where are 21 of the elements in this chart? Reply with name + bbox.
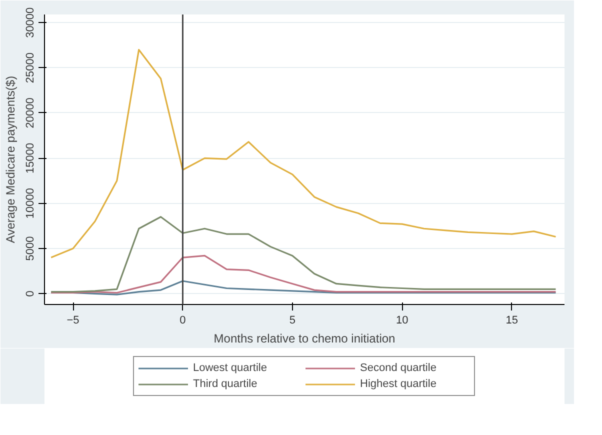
- y-tick-label: 10000: [24, 188, 36, 219]
- legend-label: Third quartile: [193, 377, 258, 391]
- y-tick-label: 0: [24, 290, 36, 297]
- legend-label: Highest quartile: [360, 377, 438, 391]
- x-tick-label: 0: [180, 314, 186, 326]
- x-tick-label: 5: [289, 314, 296, 326]
- y-tick-label: 5000: [24, 236, 36, 261]
- line-series: [50, 216, 557, 293]
- y-tick-label: 25000: [24, 52, 36, 84]
- y-tick-label: 20000: [24, 98, 36, 128]
- y-tick-label: 30000: [24, 7, 36, 38]
- legend-label: Lowest quartile: [193, 361, 268, 375]
- y-tick-label: 15000: [24, 142, 36, 174]
- legend-label: Second quartile: [360, 361, 438, 375]
- line-series: [50, 48, 557, 258]
- y-axis-title: Average Medicare payments($): [4, 76, 18, 244]
- x-tick-label: 10: [396, 314, 408, 326]
- x-axis-title: Months relative to chemo initiation: [214, 332, 396, 346]
- x-tick-label: −5: [66, 314, 80, 326]
- x-tick-label: 15: [506, 314, 518, 326]
- line-series: [50, 254, 557, 294]
